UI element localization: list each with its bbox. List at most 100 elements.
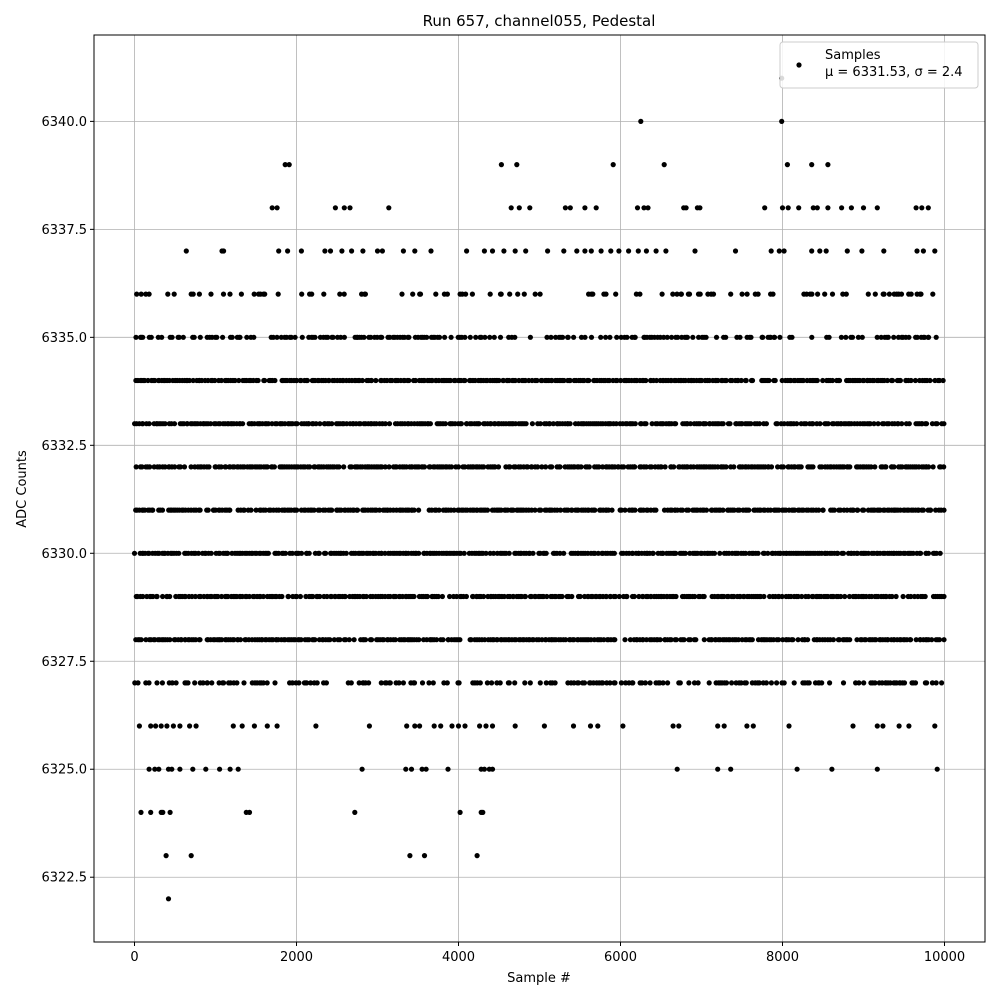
data-point — [673, 637, 680, 643]
data-point — [264, 723, 270, 729]
data-point — [285, 248, 291, 254]
data-point — [140, 593, 146, 600]
data-point — [720, 507, 726, 513]
data-point — [622, 507, 628, 513]
data-point — [399, 291, 405, 297]
data-point — [840, 680, 847, 686]
data-point — [755, 550, 761, 556]
data-point — [412, 723, 418, 729]
data-point — [612, 680, 618, 686]
data-point — [265, 550, 271, 556]
data-point — [767, 507, 774, 513]
data-point — [854, 637, 860, 643]
data-point — [532, 507, 538, 513]
data-point — [529, 421, 536, 427]
data-point — [659, 291, 665, 297]
data-points — [131, 75, 947, 902]
data-point — [661, 162, 667, 168]
data-point — [865, 291, 871, 297]
data-point — [255, 377, 261, 384]
data-point — [368, 334, 374, 340]
data-point — [209, 680, 215, 686]
data-point — [820, 507, 826, 513]
data-point — [836, 377, 843, 384]
data-point — [416, 637, 422, 643]
data-point — [561, 377, 567, 384]
data-point — [749, 377, 756, 384]
data-point — [292, 334, 298, 340]
data-point — [669, 334, 675, 340]
y-tick-label: 6332.5 — [42, 439, 88, 454]
data-point — [447, 593, 453, 600]
data-point — [239, 723, 245, 729]
data-point — [274, 723, 280, 729]
data-point — [634, 205, 641, 211]
data-point — [624, 334, 630, 340]
data-point — [681, 637, 687, 643]
data-point — [632, 334, 638, 340]
plot-area-frame — [93, 34, 986, 943]
data-point — [609, 507, 615, 513]
data-point — [748, 334, 754, 340]
data-point — [643, 464, 649, 470]
data-point — [246, 809, 253, 816]
data-point — [593, 205, 599, 211]
data-point — [550, 421, 557, 427]
data-point — [262, 291, 268, 297]
data-point — [298, 248, 304, 254]
data-point — [272, 680, 278, 686]
data-point — [208, 421, 214, 427]
data-point — [329, 421, 335, 427]
data-point — [218, 464, 224, 470]
data-point — [926, 334, 932, 340]
data-point — [535, 464, 541, 470]
data-point — [632, 507, 638, 513]
data-point — [193, 723, 199, 729]
data-point — [336, 464, 342, 470]
data-point — [874, 205, 880, 211]
data-point — [761, 593, 767, 600]
data-point — [190, 766, 196, 772]
data-point — [664, 334, 670, 340]
data-point — [928, 507, 934, 513]
data-point — [563, 637, 569, 643]
data-point — [814, 205, 820, 211]
data-point — [421, 853, 428, 859]
data-point — [838, 593, 844, 600]
data-point — [205, 507, 211, 513]
data-point — [706, 680, 712, 686]
data-point — [534, 377, 540, 384]
data-point — [133, 464, 139, 470]
data-point — [891, 464, 897, 470]
data-point — [131, 550, 138, 556]
data-point — [146, 680, 152, 686]
data-point — [929, 637, 935, 643]
data-point — [382, 421, 388, 427]
data-point — [343, 637, 349, 643]
data-point — [776, 248, 782, 254]
data-point — [221, 248, 227, 254]
data-point — [637, 291, 643, 297]
data-point — [899, 421, 905, 427]
data-point — [156, 766, 162, 772]
data-point — [260, 593, 266, 600]
data-point — [891, 334, 897, 340]
data-point — [326, 377, 332, 384]
data-point — [929, 680, 936, 686]
data-point — [810, 421, 816, 427]
data-point — [342, 593, 348, 600]
data-point — [932, 248, 938, 254]
data-point — [603, 593, 610, 600]
data-point — [323, 550, 329, 556]
data-point — [282, 162, 288, 168]
data-point — [204, 680, 210, 686]
data-point — [861, 680, 867, 686]
data-point — [805, 593, 812, 600]
data-point — [574, 248, 580, 254]
data-point — [543, 464, 549, 470]
legend: Samples μ = 6331.53, σ = 2.4 — [779, 41, 979, 89]
data-point — [819, 680, 825, 686]
data-point — [544, 593, 550, 600]
data-point — [444, 680, 450, 686]
data-point — [310, 593, 316, 600]
